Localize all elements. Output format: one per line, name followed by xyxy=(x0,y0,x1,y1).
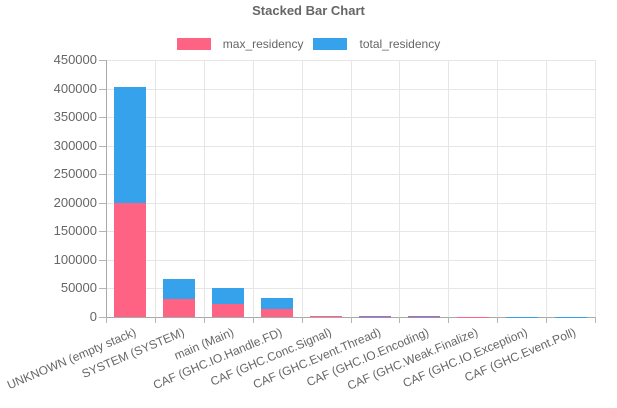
y-tick-label: 0 xyxy=(89,309,97,324)
legend-item-max-residency[interactable]: max_residency xyxy=(176,37,304,51)
y-tick-label: 200000 xyxy=(53,194,97,210)
y-tick-mark xyxy=(99,145,106,147)
y-tick-label: 250000 xyxy=(53,166,97,182)
y-tick-mark xyxy=(99,174,106,176)
bar-segment-max_residency[interactable] xyxy=(163,299,196,317)
gridline xyxy=(448,60,450,317)
y-tick-label: 150000 xyxy=(53,223,97,239)
legend-swatch-max-residency xyxy=(176,38,211,50)
x-tick-mark xyxy=(595,317,596,323)
y-tick-mark xyxy=(99,317,106,318)
bar[interactable] xyxy=(114,86,147,317)
gridline xyxy=(154,60,156,317)
bar[interactable] xyxy=(358,315,391,317)
y-tick-label: 400000 xyxy=(53,80,97,96)
y-tick-label: 100000 xyxy=(53,251,97,267)
y-tick-mark xyxy=(99,117,106,119)
bar-segment-max_residency[interactable] xyxy=(212,304,245,317)
bar-segment-total_residency[interactable] xyxy=(407,316,440,317)
x-tick-mark xyxy=(203,317,205,323)
y-tick-mark xyxy=(99,231,106,233)
x-tick-mark xyxy=(252,317,254,323)
y-tick-mark xyxy=(99,60,106,61)
x-tick-mark xyxy=(546,317,548,323)
legend: max_residency total_residency xyxy=(0,37,617,51)
bar[interactable] xyxy=(407,316,440,317)
bar-segment-total_residency[interactable] xyxy=(261,298,294,310)
bar-segment-total_residency[interactable] xyxy=(212,288,245,305)
x-tick-mark xyxy=(497,317,499,323)
chart-title: Stacked Bar Chart xyxy=(252,3,365,18)
legend-swatch-total-residency xyxy=(313,38,348,50)
legend-label-max-residency: max_residency xyxy=(222,37,304,51)
bar-segment-max_residency[interactable] xyxy=(358,316,391,317)
gridline xyxy=(252,60,254,317)
bar[interactable] xyxy=(261,298,294,317)
gridline xyxy=(399,60,401,317)
bar[interactable] xyxy=(212,288,245,317)
bar-segment-total_residency[interactable] xyxy=(114,86,147,203)
y-tick-mark xyxy=(99,288,106,290)
y-tick-mark xyxy=(99,202,106,204)
gridline xyxy=(546,60,548,317)
gridline xyxy=(595,60,596,317)
bar-segment-max_residency[interactable] xyxy=(310,316,343,317)
legend-item-total-residency[interactable]: total_residency xyxy=(313,37,440,51)
bar-segment-max_residency[interactable] xyxy=(261,309,294,317)
gridline xyxy=(301,60,303,317)
x-tick-mark xyxy=(154,317,156,323)
y-tick-label: 300000 xyxy=(53,137,97,153)
bar-segment-total_residency[interactable] xyxy=(358,315,391,317)
bar[interactable] xyxy=(310,315,343,317)
x-tick-mark xyxy=(106,317,107,323)
x-tick-mark xyxy=(301,317,303,323)
x-tick-mark xyxy=(399,317,401,323)
bar-segment-total_residency[interactable] xyxy=(310,315,343,317)
y-tick-label: 50000 xyxy=(60,280,97,296)
plot-area xyxy=(106,60,596,318)
gridline xyxy=(350,60,352,317)
bar[interactable] xyxy=(163,279,196,317)
y-tick-label: 350000 xyxy=(53,109,97,125)
bar-segment-total_residency[interactable] xyxy=(163,279,196,300)
legend-label-total-residency: total_residency xyxy=(359,37,441,51)
x-tick-mark xyxy=(350,317,352,323)
y-tick-mark xyxy=(99,259,106,261)
y-tick-label: 450000 xyxy=(53,52,97,67)
y-axis-line xyxy=(106,60,107,317)
gridline xyxy=(497,60,499,317)
gridline xyxy=(203,60,205,317)
x-tick-mark xyxy=(448,317,450,323)
bar-segment-max_residency[interactable] xyxy=(114,202,147,317)
y-tick-mark xyxy=(99,88,106,90)
